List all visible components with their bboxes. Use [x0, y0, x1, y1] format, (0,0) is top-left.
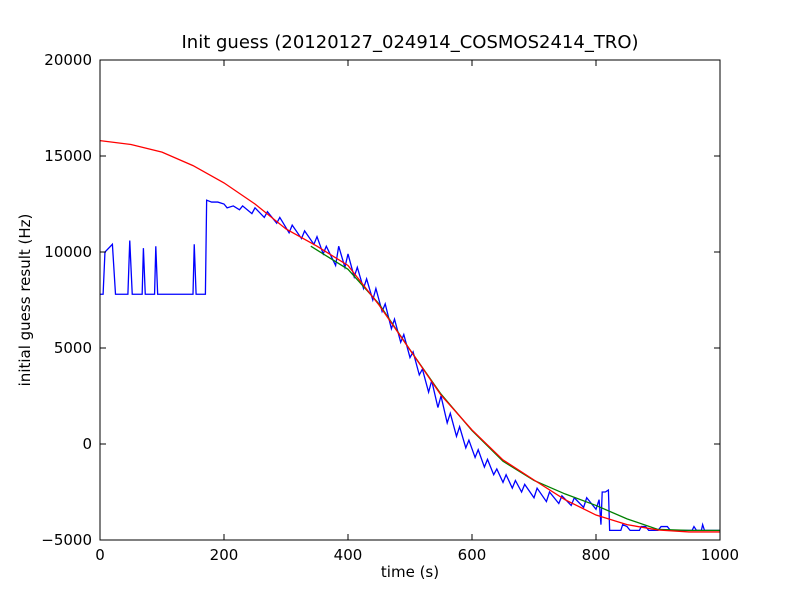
- x-axis-label: time (s): [381, 563, 439, 581]
- x-tick-label: 600: [458, 546, 487, 564]
- y-tick-label: 10000: [44, 243, 92, 261]
- y-tick-label: −5000: [41, 531, 92, 549]
- x-tick-label: 1000: [701, 546, 739, 564]
- chart-title: Init guess (20120127_024914_COSMOS2414_T…: [181, 32, 638, 53]
- series-line: [99, 139, 720, 533]
- x-tick-label: 0: [95, 546, 105, 564]
- series-line: [100, 199, 720, 532]
- y-tick-label: 0: [82, 435, 92, 453]
- x-tick-label: 400: [334, 546, 363, 564]
- plot-frame: [99, 59, 721, 541]
- y-axis-label: initial guess result (Hz): [16, 214, 34, 387]
- y-tick-label: 20000: [44, 51, 92, 69]
- y-tick-label: 15000: [44, 147, 92, 165]
- y-tick-label: 5000: [54, 339, 92, 357]
- x-tick-label: 800: [582, 546, 611, 564]
- x-tick-label: 200: [210, 546, 239, 564]
